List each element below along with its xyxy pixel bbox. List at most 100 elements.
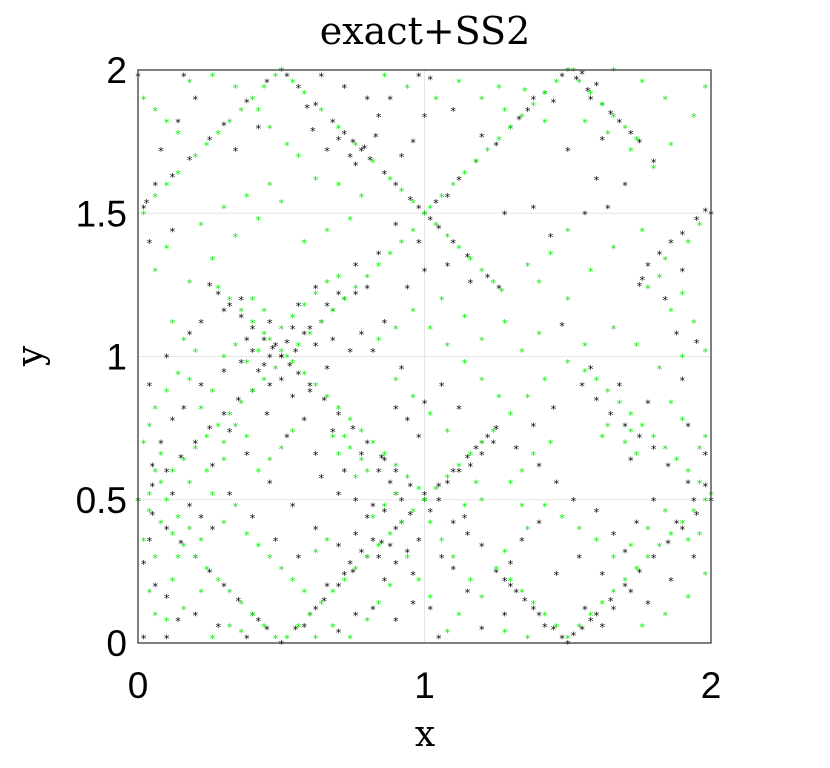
data-point-black: * bbox=[278, 352, 285, 365]
data-point-green: * bbox=[209, 386, 216, 399]
data-point-black: * bbox=[564, 638, 571, 651]
data-point-green: * bbox=[427, 409, 434, 422]
data-point-black: * bbox=[192, 94, 199, 107]
data-point-black: * bbox=[301, 329, 308, 342]
data-point-black: * bbox=[398, 151, 405, 164]
data-point-green: * bbox=[696, 443, 703, 456]
data-point-black: * bbox=[146, 237, 153, 250]
data-point-green: * bbox=[461, 500, 468, 513]
data-point-green: * bbox=[542, 88, 549, 101]
data-point-green: * bbox=[450, 180, 457, 193]
data-point-green: * bbox=[272, 632, 279, 645]
data-point-green: * bbox=[330, 621, 337, 634]
data-points: * * * * * * * * * * * * * * * * * * * * * * * * * * * * * * * * * * * * * * * *… bbox=[135, 65, 715, 651]
data-point-green: * bbox=[415, 575, 422, 588]
data-point-green: * bbox=[301, 300, 308, 313]
chart-title: exact+SS2 bbox=[320, 9, 531, 53]
data-point-black: * bbox=[341, 294, 348, 307]
data-point-green: * bbox=[215, 575, 222, 588]
data-point-green: * bbox=[639, 76, 646, 89]
data-point-black: * bbox=[324, 145, 331, 158]
data-point-black: * bbox=[564, 145, 571, 158]
data-point-black: * bbox=[289, 323, 296, 336]
data-point-black: * bbox=[378, 452, 385, 465]
data-point-black: * bbox=[421, 111, 428, 124]
data-point-black: * bbox=[244, 334, 251, 347]
data-point-black: * bbox=[169, 415, 176, 428]
data-point-black: * bbox=[693, 337, 700, 350]
data-point-black: * bbox=[335, 581, 342, 594]
y-tick-label: 0 bbox=[106, 623, 127, 664]
data-point-black: * bbox=[318, 472, 325, 485]
data-point-black: * bbox=[235, 394, 242, 407]
data-point-green: * bbox=[605, 128, 612, 141]
data-point-green: * bbox=[358, 426, 365, 439]
data-point-green: * bbox=[186, 374, 193, 387]
data-point-black: * bbox=[364, 552, 371, 565]
data-point-black: * bbox=[627, 455, 634, 468]
data-point-black: * bbox=[255, 366, 262, 379]
data-point-black: * bbox=[152, 581, 159, 594]
data-point-green: * bbox=[478, 374, 485, 387]
data-point-green: * bbox=[438, 294, 445, 307]
data-point-green: * bbox=[542, 609, 549, 622]
data-point-green: * bbox=[478, 94, 485, 107]
data-point-black: * bbox=[421, 266, 428, 279]
data-point-green: * bbox=[524, 523, 531, 536]
data-point-green: * bbox=[381, 71, 388, 84]
data-point-green: * bbox=[163, 386, 170, 399]
data-point-black: * bbox=[244, 449, 251, 462]
data-point-black: * bbox=[352, 160, 359, 173]
data-point-black: * bbox=[593, 609, 600, 622]
data-point-green: * bbox=[593, 374, 600, 387]
data-point-black: * bbox=[266, 478, 273, 491]
data-point-black: * bbox=[146, 380, 153, 393]
data-point-green: * bbox=[530, 598, 537, 611]
data-point-black: * bbox=[536, 609, 543, 622]
data-point-black: * bbox=[364, 512, 371, 525]
data-point-black: * bbox=[524, 105, 531, 118]
data-point-black: * bbox=[209, 523, 216, 536]
data-point-green: * bbox=[478, 592, 485, 605]
data-point-black: * bbox=[175, 117, 182, 130]
data-point-black: * bbox=[587, 363, 594, 376]
data-point-green: * bbox=[146, 586, 153, 599]
data-point-black: * bbox=[261, 334, 268, 347]
data-point-green: * bbox=[249, 294, 256, 307]
data-point-black: * bbox=[358, 546, 365, 559]
data-point-black: * bbox=[238, 357, 245, 370]
data-point-black: * bbox=[415, 71, 422, 84]
data-point-black: * bbox=[636, 137, 643, 150]
data-point-black: * bbox=[550, 403, 557, 416]
data-point-green: * bbox=[278, 323, 285, 336]
data-point-black: * bbox=[393, 489, 400, 502]
data-point-green: * bbox=[301, 369, 308, 382]
data-point-green: * bbox=[564, 357, 571, 370]
data-point-black: * bbox=[198, 317, 205, 330]
data-point-green: * bbox=[203, 466, 210, 479]
data-point-black: * bbox=[335, 541, 342, 554]
data-point-green: * bbox=[610, 111, 617, 124]
data-point-black: * bbox=[547, 231, 554, 244]
data-point-green: * bbox=[278, 197, 285, 210]
data-point-green: * bbox=[186, 76, 193, 89]
data-point-green: * bbox=[152, 552, 159, 565]
data-point-black: * bbox=[181, 71, 188, 84]
data-point-green: * bbox=[289, 311, 296, 324]
data-point-black: * bbox=[272, 535, 279, 548]
data-point-black: * bbox=[407, 480, 414, 493]
data-point-black: * bbox=[370, 535, 377, 548]
data-point-black: * bbox=[607, 409, 614, 422]
data-point-black: * bbox=[226, 426, 233, 439]
data-point-green: * bbox=[278, 65, 285, 78]
data-point-green: * bbox=[530, 449, 537, 462]
data-point-black: * bbox=[415, 237, 422, 250]
data-point-green: * bbox=[370, 512, 377, 525]
data-point-green: * bbox=[570, 65, 577, 78]
data-point-green: * bbox=[140, 94, 147, 107]
data-point-black: * bbox=[284, 71, 291, 84]
data-point-black: * bbox=[584, 85, 591, 98]
data-point-black: * bbox=[702, 449, 709, 462]
data-point-black: * bbox=[436, 495, 443, 508]
data-point-green: * bbox=[301, 88, 308, 101]
